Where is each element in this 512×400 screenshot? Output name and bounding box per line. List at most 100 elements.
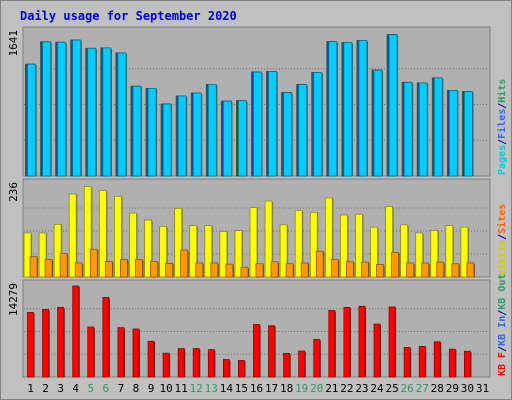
bar-middle-day-29 [451,263,460,278]
bar-middle-day-11 [180,249,189,278]
day-label-5: 5 [87,382,94,395]
bar-bottom-day-7 [117,327,125,378]
bar-middle-day-23 [361,261,369,278]
day-label-24: 24 [370,382,384,395]
day-label-18: 18 [280,382,293,395]
day-label-28: 28 [431,382,444,395]
bar-middle-day-10 [165,262,174,278]
day-label-11: 11 [175,382,188,395]
bar-bottom-day-24 [373,323,381,378]
bar-bottom-day-23 [358,305,366,378]
day-label-10: 10 [159,382,172,395]
chart-title: Daily usage for September 2020 [20,9,237,23]
bar-top-day-7 [117,52,127,177]
bar-middle-day-22 [345,261,354,278]
bar-bottom-day-8 [132,328,140,378]
bar-middle-day-11 [174,207,183,278]
bar-middle-day-2 [44,259,53,278]
bar-bottom-day-4 [72,285,80,378]
day-label-14: 14 [220,382,234,395]
bar-middle-day-10 [159,225,168,278]
legend-entry: KB F [497,352,508,376]
bar-top-day-19 [298,84,308,177]
bar-top-day-20 [313,72,323,177]
bar-middle-day-9 [144,219,152,278]
bar-middle-day-2 [38,232,47,278]
legend-entry: Pages [497,145,508,175]
bar-middle-day-30 [460,226,469,278]
day-label-2: 2 [42,382,49,395]
max-label-top: 1641 [7,30,20,57]
legend-bottom: KB F/KB In/KB Out [497,274,508,376]
bar-middle-day-21 [324,197,333,278]
bar-bottom-day-1 [27,312,34,378]
bar-top-day-21 [328,41,338,177]
bar-middle-day-8 [129,212,137,278]
day-label-12: 12 [190,382,203,395]
bar-top-day-15 [238,100,247,177]
bar-top-day-25 [388,34,398,177]
bar-middle-day-28 [430,230,439,278]
legend-entry: / [497,346,508,352]
day-label-6: 6 [103,382,110,395]
bar-middle-day-17 [270,261,279,278]
bar-middle-day-6 [98,190,107,278]
bar-middle-day-18 [285,263,294,278]
bar-middle-day-5 [89,248,98,278]
bar-middle-day-24 [376,264,384,278]
bar-middle-day-23 [355,213,363,278]
legend-top: Pages/Files/Hits [496,79,508,175]
day-label-9: 9 [148,382,155,395]
bar-middle-day-22 [339,214,348,278]
day-label-13: 13 [205,382,218,395]
max-label-bottom: 14279 [7,283,20,316]
bar-middle-day-12 [189,225,198,278]
bar-top-day-23 [358,40,368,177]
bar-middle-day-19 [294,209,303,278]
bar-middle-day-12 [195,262,204,278]
bar-bottom-day-25 [388,306,396,378]
legend-entry: KB Out [497,274,508,310]
day-axis: 1 2 3 4 5 6 7 8 9 10 11 12 13 14 15 16 17 18 19 20 21 22 23 24 2… [27,382,489,395]
bar-middle-day-17 [264,200,273,278]
bar-top-day-9 [147,88,157,177]
day-label-20: 20 [310,382,323,395]
bar-bottom-day-10 [162,352,170,378]
bar-top-day-16 [253,71,262,177]
bar-bottom-day-22 [343,306,351,378]
bar-middle-day-3 [53,223,62,278]
bar-bottom-day-16 [253,324,260,378]
legend-entry: / [497,103,508,109]
bar-top-day-28 [433,77,443,177]
bar-top-day-29 [448,90,458,177]
bar-middle-day-18 [279,224,288,278]
legend-entry: Visits [496,240,508,276]
bar-top-day-1 [27,63,36,177]
bar-top-day-4 [72,39,82,177]
bar-middle-day-21 [330,259,339,278]
bar-middle-day-4 [68,193,77,278]
legend-entry: / [497,310,508,316]
day-label-15: 15 [235,382,248,395]
bar-middle-day-7 [114,195,122,278]
day-label-8: 8 [133,382,140,395]
bar-bottom-day-21 [328,310,336,378]
legend-entry: Hits [496,79,508,103]
day-label-25: 25 [385,382,398,395]
bar-top-day-24 [373,69,383,177]
bar-top-day-10 [162,103,172,177]
day-label-26: 26 [401,382,414,395]
bar-middle-day-25 [385,206,393,278]
legend-middle: Visits/Sites [496,204,508,276]
legend-entry: Sites [496,204,508,234]
day-label-16: 16 [250,382,263,395]
bar-top-day-11 [177,95,187,177]
bar-middle-day-29 [445,225,454,278]
legend-entry: / [497,234,508,240]
bar-bottom-day-28 [433,341,441,378]
bar-middle-day-15 [234,230,243,278]
bar-bottom-day-15 [238,360,245,378]
bar-top-day-30 [464,91,473,177]
